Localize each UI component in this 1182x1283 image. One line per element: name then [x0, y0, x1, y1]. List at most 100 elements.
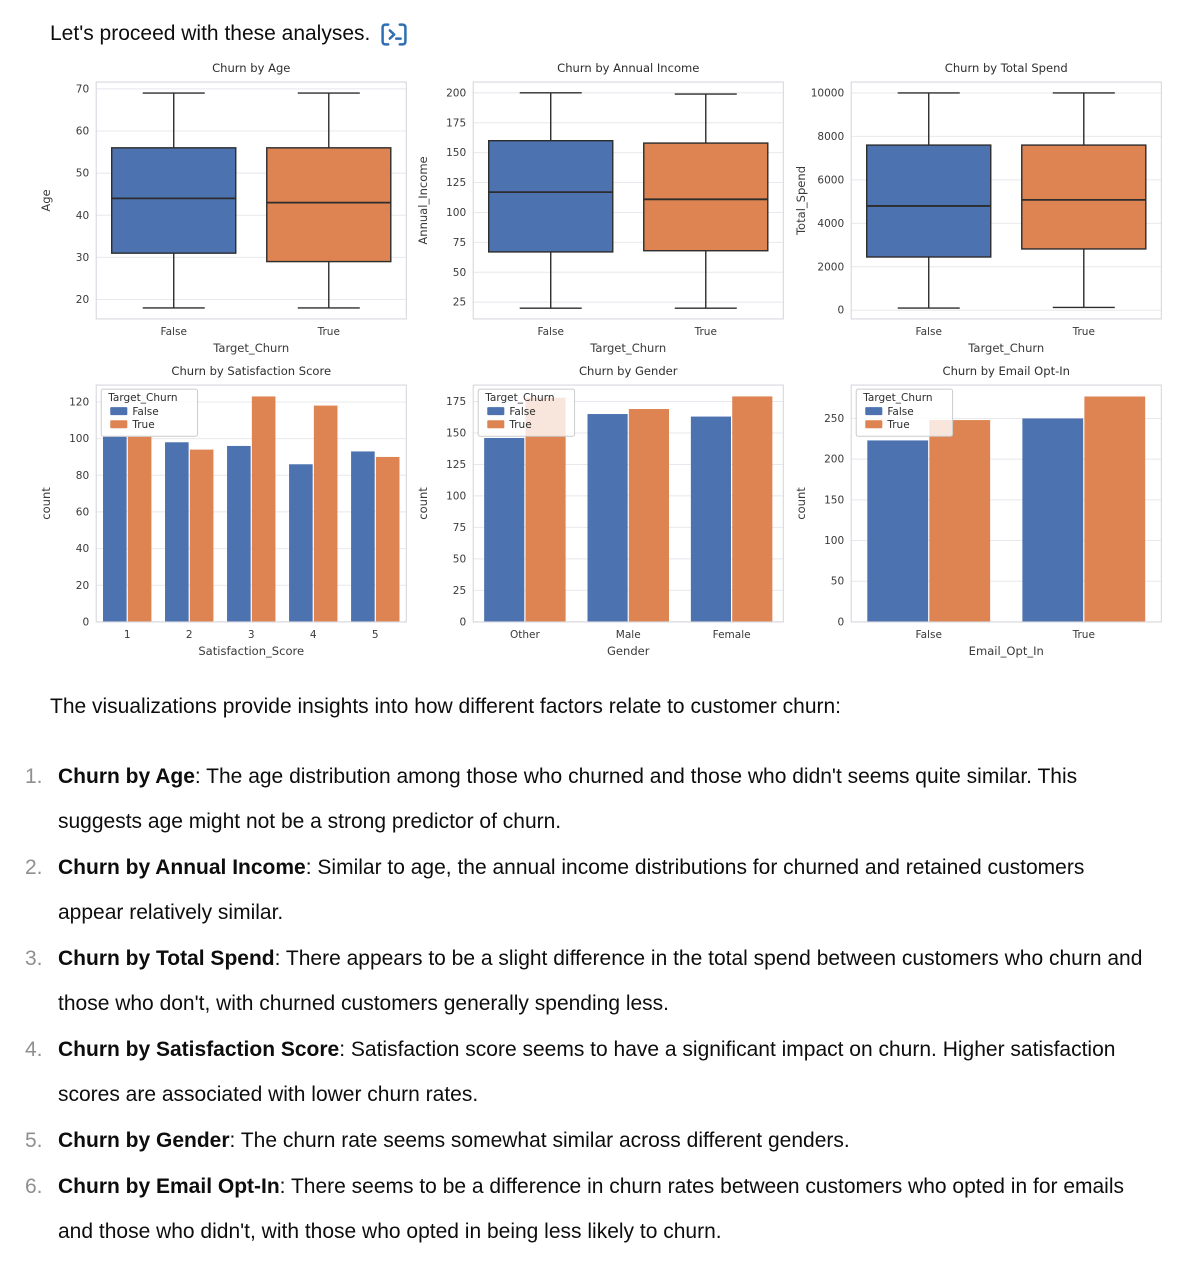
list-item-text: : Satisfaction score seems to have a sig… — [58, 1038, 1116, 1107]
list-item: 4. Churn by Satisfaction Score: Satisfac… — [25, 1027, 1158, 1117]
svg-text:False: False — [538, 326, 564, 338]
message-intro-text: Let's proceed with these analyses. — [50, 22, 371, 45]
list-item-title: Churn by Annual Income — [58, 856, 306, 880]
list-item-text: : There appears to be a slight differenc… — [58, 947, 1143, 1016]
svg-text:False: False — [510, 406, 536, 418]
svg-text:40: 40 — [76, 210, 89, 222]
code-interpreter-icon[interactable] — [379, 21, 409, 48]
svg-text:25: 25 — [453, 585, 466, 597]
list-item-text: : The age distribution among those who c… — [58, 765, 1078, 834]
list-item-title: Churn by Email Opt-In — [58, 1175, 280, 1199]
chart-churn-by-email-opt-in: Churn by Email Opt-In 0 50 100 150 200 250 coun… — [792, 363, 1170, 667]
svg-text:Target_Churn: Target_Churn — [485, 392, 555, 404]
list-item-number: 1. — [25, 765, 43, 789]
chart-churn-by-satisfaction-score: Churn by Satisfaction Score 0 20 40 60 80 100 1… — [38, 363, 416, 667]
list-item-body: Churn by Total Spend: There appears to b… — [58, 936, 1150, 1026]
svg-text:6000: 6000 — [817, 174, 844, 186]
svg-text:True: True — [509, 419, 532, 431]
svg-text:200: 200 — [446, 87, 466, 99]
svg-text:Total_Spend: Total_Spend — [794, 166, 808, 236]
svg-text:Churn by Satisfaction Score: Churn by Satisfaction Score — [171, 364, 331, 378]
svg-text:50: 50 — [453, 554, 466, 566]
svg-text:True: True — [317, 326, 340, 338]
svg-text:Email_Opt_In: Email_Opt_In — [968, 644, 1043, 658]
svg-text:20: 20 — [76, 294, 89, 306]
svg-text:100: 100 — [69, 433, 89, 445]
chart-churn-by-annual-income: Churn by Annual Income 25 50 75 100 125 150 175… — [415, 60, 793, 364]
svg-text:200: 200 — [824, 454, 844, 466]
svg-text:5: 5 — [372, 629, 379, 641]
chart-churn-by-gender: Churn by Gender 0 25 50 75 100 125 150 175 count O… — [415, 363, 793, 667]
svg-text:150: 150 — [446, 147, 466, 159]
svg-text:175: 175 — [446, 117, 466, 129]
svg-text:75: 75 — [453, 522, 466, 534]
svg-text:0: 0 — [837, 617, 844, 629]
svg-text:True: True — [1071, 326, 1094, 338]
svg-text:50: 50 — [830, 576, 843, 588]
list-item: 2. Churn by Annual Income: Similar to ag… — [25, 845, 1158, 935]
svg-text:8000: 8000 — [817, 131, 844, 143]
svg-text:60: 60 — [76, 125, 89, 137]
list-item-body: Churn by Email Opt-In: There seems to be… — [58, 1164, 1150, 1254]
svg-text:count: count — [794, 487, 808, 520]
message-header: Let's proceed with these analyses. — [50, 20, 1182, 48]
svg-text:20: 20 — [76, 580, 89, 592]
svg-text:2: 2 — [186, 629, 193, 641]
svg-text:0: 0 — [460, 616, 467, 628]
svg-text:60: 60 — [76, 507, 89, 519]
svg-text:Target_Churn: Target_Churn — [967, 341, 1044, 355]
summary-intro: The visualizations provide insights into… — [50, 695, 842, 719]
list-item-text: : Similar to age, the annual income dist… — [58, 856, 1085, 925]
svg-text:175: 175 — [446, 396, 466, 408]
svg-text:4000: 4000 — [817, 218, 844, 230]
list-item-number: 3. — [25, 947, 43, 971]
svg-text:2000: 2000 — [817, 261, 844, 273]
insights-list: 1. Churn by Age: The age distribution am… — [0, 754, 1182, 1283]
list-item-number: 5. — [25, 1129, 43, 1153]
svg-text:120: 120 — [69, 397, 89, 409]
svg-text:Churn by Gender: Churn by Gender — [579, 364, 678, 378]
svg-text:10000: 10000 — [810, 87, 843, 99]
svg-text:Churn by Annual Income: Churn by Annual Income — [557, 61, 699, 75]
svg-text:Target_Churn: Target_Churn — [107, 392, 177, 404]
svg-text:Target_Churn: Target_Churn — [590, 341, 667, 355]
list-item-body: Churn by Gender: The churn rate seems so… — [58, 1118, 850, 1163]
svg-text:70: 70 — [76, 83, 89, 95]
list-item-title: Churn by Satisfaction Score — [58, 1038, 340, 1062]
svg-text:count: count — [39, 487, 53, 520]
list-item-body: Churn by Annual Income: Similar to age, … — [58, 845, 1150, 935]
svg-text:Age: Age — [39, 189, 53, 211]
list-item-number: 4. — [25, 1038, 43, 1062]
list-item-title: Churn by Age — [58, 765, 195, 789]
svg-text:Gender: Gender — [607, 644, 650, 658]
list-item: 6. Churn by Email Opt-In: There seems to… — [25, 1164, 1158, 1254]
list-item-body: Churn by Satisfaction Score: Satisfactio… — [58, 1027, 1150, 1117]
list-item-text: : The churn rate seems somewhat similar … — [229, 1129, 850, 1153]
svg-text:True: True — [886, 419, 909, 431]
list-item-title: Churn by Gender — [58, 1129, 230, 1153]
svg-text:0: 0 — [82, 616, 89, 628]
list-item: 1. Churn by Age: The age distribution am… — [25, 754, 1158, 844]
svg-text:100: 100 — [446, 207, 466, 219]
svg-text:75: 75 — [453, 237, 466, 249]
svg-text:Churn by Email Opt-In: Churn by Email Opt-In — [942, 364, 1069, 378]
svg-text:False: False — [915, 326, 941, 338]
svg-text:Other: Other — [510, 629, 541, 641]
svg-text:True: True — [1071, 629, 1094, 641]
list-item-number: 6. — [25, 1175, 43, 1199]
chart-churn-by-total-spend: Churn by Total Spend 0 2000 4000 6000 8000 100… — [792, 60, 1170, 364]
list-item-body: Churn by Age: The age distribution among… — [58, 754, 1150, 844]
list-item-number: 2. — [25, 856, 43, 880]
svg-text:Churn by Age: Churn by Age — [212, 61, 290, 75]
svg-text:count: count — [416, 487, 430, 520]
svg-text:Male: Male — [616, 629, 641, 641]
svg-text:50: 50 — [453, 267, 466, 279]
svg-text:100: 100 — [824, 535, 844, 547]
list-item-title: Churn by Total Spend — [58, 947, 275, 971]
svg-text:125: 125 — [446, 177, 466, 189]
svg-text:Female: Female — [713, 629, 751, 641]
svg-text:125: 125 — [446, 459, 466, 471]
svg-text:Target_Churn: Target_Churn — [212, 341, 289, 355]
svg-text:3: 3 — [248, 629, 255, 641]
